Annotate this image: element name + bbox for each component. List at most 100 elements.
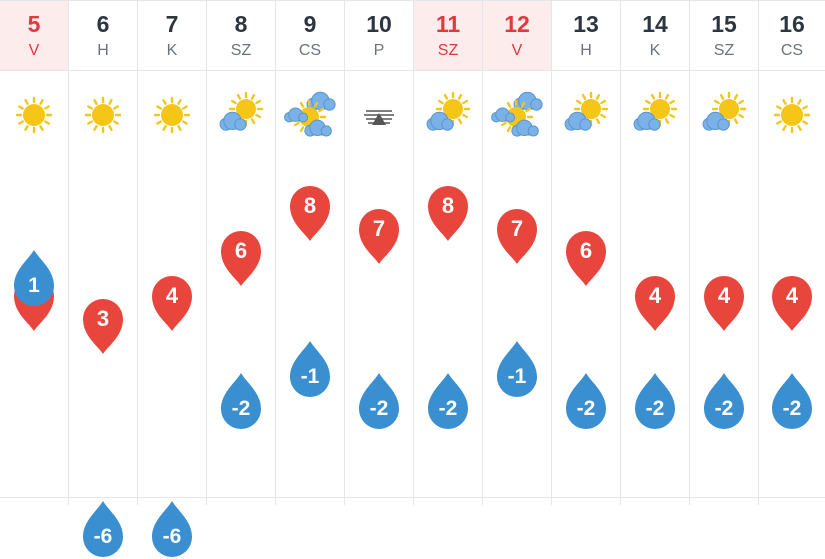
day-number: 7 [165,11,179,37]
day-column[interactable]: 6 H 3 -6 [69,1,138,557]
low-temp-drop: -6 [79,499,127,559]
day-number: 14 [642,11,668,37]
day-header: 11 SZ [414,1,482,71]
day-column[interactable]: 10 P 7 -2 [345,1,414,505]
low-temp-value: -2 [438,397,458,420]
high-temp-pin: 3 [80,296,126,356]
low-temp-value: -1 [300,365,320,388]
day-abbreviation: V [28,42,40,59]
high-temp-pin: 6 [563,228,609,288]
day-column[interactable]: 5V41 [0,1,69,505]
sun-behind-cloud-icon [555,85,617,141]
high-temp-pin: 7 [494,206,540,266]
day-column[interactable]: 12 V 7 -1 [483,1,552,505]
low-temp-value: -1 [507,365,527,388]
low-temp-drop: 1 [10,248,58,308]
sun-behind-cloud-icon [210,85,272,141]
low-temp-value: -2 [369,397,389,420]
day-number: 12 [504,11,530,37]
low-temp-drop: -2 [700,371,748,431]
day-number: 15 [711,11,737,37]
low-temp-drop: -2 [631,371,679,431]
day-abbreviation: K [166,42,178,59]
day-header: 8 SZ [207,1,275,71]
day-number: 16 [779,11,805,37]
partly-cloudy-icon [486,85,548,141]
high-temp-value: 4 [648,283,662,308]
day-number: 6 [96,11,110,37]
low-temp-value: -2 [782,397,802,420]
high-temp-value: 4 [717,283,731,308]
day-number: 13 [573,11,599,37]
low-temp-drop: -2 [562,371,610,431]
day-abbreviation: V [511,42,523,59]
day-abbreviation: CS [780,42,804,59]
sun-icon [141,85,203,141]
low-temp-value: 1 [28,274,40,297]
low-temp-drop: -2 [217,371,265,431]
fog-icon [348,85,410,141]
day-abbreviation: SZ [230,42,252,59]
high-temp-pin: 8 [287,183,333,243]
day-header: 13 H [552,1,620,71]
low-temp-drop: -6 [148,499,196,559]
low-temp-drop: -2 [768,371,816,431]
day-column[interactable]: 16 CS 4 -2 [759,1,825,505]
low-temp-drop: -2 [355,371,403,431]
partly-cloudy-icon [279,85,341,141]
sun-icon [761,85,823,141]
day-header: 10 P [345,1,413,71]
low-temp-drop: -2 [424,371,472,431]
low-temp-value: -6 [162,525,182,548]
day-abbreviation: CS [298,42,322,59]
high-temp-value: 4 [165,283,179,308]
low-temp-value: -2 [231,397,251,420]
high-temp-pin: 6 [218,228,264,288]
low-temp-value: -2 [576,397,596,420]
low-temp-value: -2 [645,397,665,420]
high-temp-value: 3 [96,306,110,331]
day-column[interactable]: 15 SZ 4 -2 [690,1,759,505]
high-temp-value: 6 [234,238,248,263]
day-header: 16 CS [759,1,825,71]
day-number: 9 [303,11,317,37]
bottom-divider [0,497,825,498]
sun-icon [72,85,134,141]
low-temp-drop: -1 [286,339,334,399]
high-temp-pin: 4 [149,273,195,333]
day-abbreviation: P [373,42,385,59]
sun-icon [3,85,65,141]
day-number: 8 [234,11,248,37]
high-temp-pin: 4 [632,273,678,333]
high-temp-pin: 4 [701,273,747,333]
day-column[interactable]: 14 K 4 -2 [621,1,690,505]
sun-behind-cloud-icon [417,85,479,141]
day-number: 5 [27,11,41,37]
day-header: 12 V [483,1,551,71]
high-temp-pin: 4 [769,273,815,333]
low-temp-value: -2 [714,397,734,420]
high-temp-pin: 7 [356,206,402,266]
day-column[interactable]: 7 K 4 -6 [138,1,207,557]
sun-behind-cloud-icon [624,85,686,141]
day-column[interactable]: 9 CS 8 -1 [276,1,345,505]
day-column[interactable]: 13 H 6 -2 [552,1,621,505]
day-header: 15 SZ [690,1,758,71]
day-column[interactable]: 8 SZ 6 -2 [207,1,276,505]
day-column[interactable]: 11 SZ 8 -2 [414,1,483,505]
high-temp-value: 6 [579,238,593,263]
high-temp-value: 7 [510,216,524,241]
high-temp-value: 8 [303,193,317,218]
high-temp-value: 7 [372,216,386,241]
low-temp-value: -6 [93,525,113,548]
high-temp-pin: 8 [425,183,471,243]
day-abbreviation: SZ [713,42,735,59]
high-temp-value: 4 [785,283,799,308]
sun-behind-cloud-icon [693,85,755,141]
low-temp-drop: -1 [493,339,541,399]
day-abbreviation: SZ [437,42,459,59]
